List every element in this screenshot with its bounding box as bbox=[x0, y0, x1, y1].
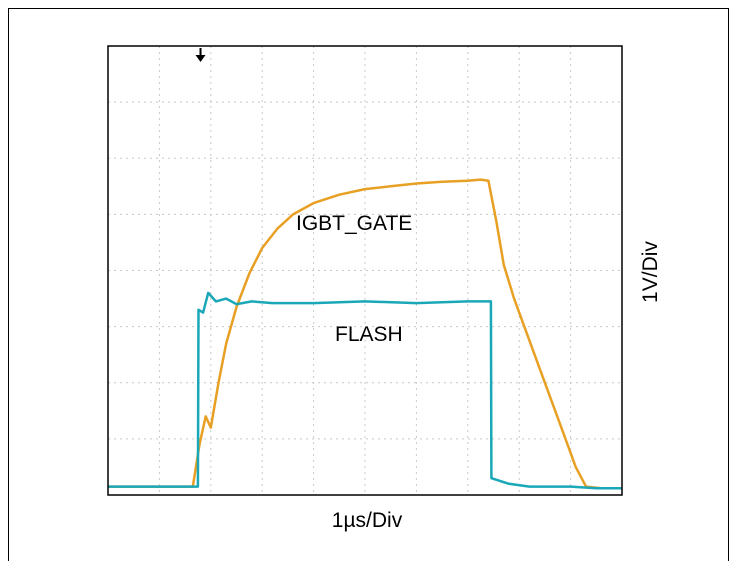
traces bbox=[108, 178, 622, 490]
plot-border bbox=[107, 45, 623, 496]
y-axis-label: 1V/Div bbox=[639, 241, 662, 303]
series-line-flash bbox=[108, 291, 622, 490]
trigger-marker bbox=[195, 48, 206, 62]
series-label-flash: FLASH bbox=[335, 323, 403, 346]
series-label-igbt-gate: IGBT_GATE bbox=[296, 212, 412, 235]
graticule bbox=[108, 46, 622, 495]
x-axis-label: 1µs/Div bbox=[332, 509, 403, 532]
figure-frame bbox=[8, 8, 729, 561]
series-line-igbt-gate bbox=[108, 178, 622, 490]
